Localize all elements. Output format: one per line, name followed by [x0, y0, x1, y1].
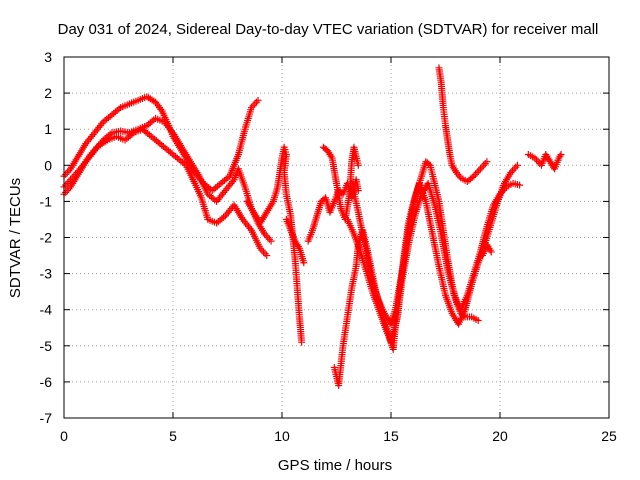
data-point — [474, 317, 482, 325]
x-tick-label: 0 — [60, 428, 68, 444]
data-point — [254, 96, 262, 104]
series-arc-13 — [524, 150, 565, 173]
y-tick-label: 1 — [44, 121, 52, 137]
series-arc-6 — [304, 176, 362, 245]
y-tick-label: -4 — [40, 302, 53, 318]
data-point — [354, 161, 362, 169]
data-point — [263, 252, 271, 260]
data-points — [60, 64, 565, 390]
series-arc-11 — [435, 64, 491, 186]
x-tick-label: 25 — [601, 428, 617, 444]
x-tick-label: 20 — [492, 428, 508, 444]
data-point — [487, 248, 495, 256]
series-arc-5 — [282, 215, 308, 267]
series-arc-3 — [60, 125, 271, 260]
series-arc-4 — [243, 143, 306, 346]
data-point — [468, 173, 476, 181]
data-point — [298, 338, 306, 346]
data-point — [557, 150, 565, 158]
series-arc-12 — [479, 241, 495, 260]
y-tick-label: -7 — [40, 410, 53, 426]
y-tick-label: -5 — [40, 338, 53, 354]
y-tick-label: -1 — [40, 193, 53, 209]
chart-title: Day 031 of 2024, Sidereal Day-to-day VTE… — [58, 21, 599, 38]
x-tick-label: 5 — [169, 428, 177, 444]
series-arc-10 — [348, 161, 521, 328]
data-point — [300, 259, 308, 267]
data-point — [267, 237, 275, 245]
y-tick-label: 3 — [44, 49, 52, 65]
y-tick-label: 0 — [44, 157, 52, 173]
series-arc-7 — [319, 143, 362, 223]
data-point — [516, 181, 524, 189]
x-tick-label: 10 — [274, 428, 290, 444]
axis-ticks: 0 5 10 15 20 25 -7 -6 -5 -4 -3 -2 -1 0 1 2 3 — [40, 49, 617, 444]
data-point — [483, 158, 491, 166]
y-tick-label: -2 — [40, 230, 53, 246]
y-tick-label: -3 — [40, 266, 53, 282]
y-tick-label: 2 — [44, 85, 52, 101]
y-axis-label: SDTVAR / TECUs — [7, 178, 24, 298]
data-point — [513, 161, 521, 169]
x-axis-label: GPS time / hours — [278, 457, 392, 474]
x-tick-label: 15 — [383, 428, 399, 444]
y-tick-label: -6 — [40, 374, 53, 390]
